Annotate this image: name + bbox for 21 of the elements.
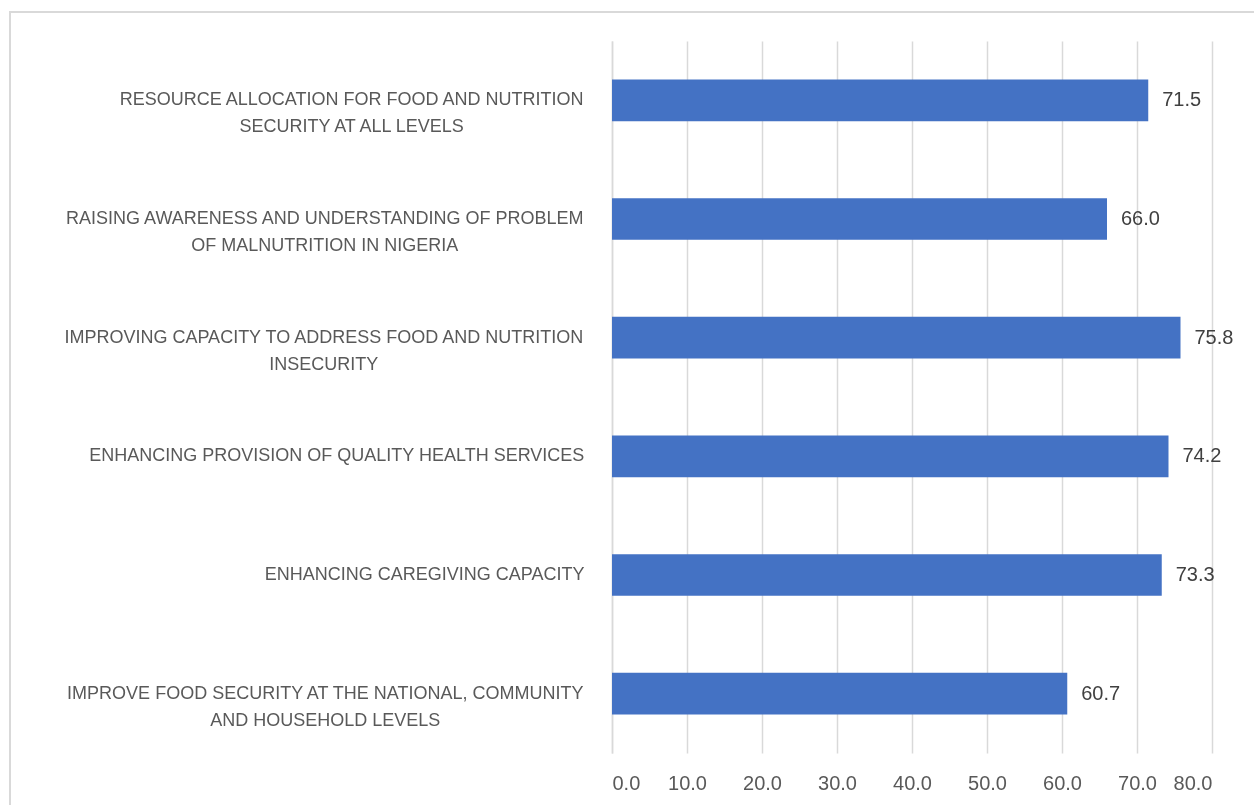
y-tick-label: IMPROVING CAPACITY TO ADDRESS FOOD AND NUTRITION INSECURITY <box>64 326 584 374</box>
x-tick-label: 10.0 <box>668 771 707 794</box>
data-label: 75.8 <box>1194 325 1234 348</box>
x-tick-label: 0.0 <box>612 771 641 794</box>
y-tick-label: RAISING AWARENESS AND UNDERSTANDING OF PROBLEM OF MALNUTRITION IN NIGERIA <box>66 208 584 255</box>
x-tick-label: 70.0 <box>1118 771 1157 794</box>
data-label: 73.3 <box>1175 563 1215 585</box>
x-tick-label: 80.0 <box>1173 771 1213 794</box>
x-tick-label: 60.0 <box>1043 771 1082 794</box>
data-label: 66.0 <box>1121 207 1160 229</box>
x-tick-label: 40.0 <box>893 771 932 794</box>
y-tick-label: RESOURCE ALLOCATION FOR FOOD AND NUTRITION SECURITY AT ALL LEVELS <box>119 89 584 137</box>
x-tick-label: 20.0 <box>743 771 782 794</box>
x-tick-label: 30.0 <box>818 771 857 794</box>
y-tick-label: ENHANCING CAREGIVING CAPACITY <box>264 564 585 584</box>
data-label: 60.7 <box>1081 681 1121 704</box>
data-label: 74.2 <box>1182 444 1222 467</box>
y-tick-label: IMPROVE FOOD SECURITY AT THE NATIONAL, COMMUNITY AND HOUSEHOLD LEVELS <box>67 682 584 730</box>
data-label: 71.5 <box>1162 88 1202 111</box>
x-tick-label: 50.0 <box>968 771 1007 794</box>
y-tick-label: ENHANCING PROVISION OF QUALITY HEALTH SERVICES <box>89 445 585 466</box>
